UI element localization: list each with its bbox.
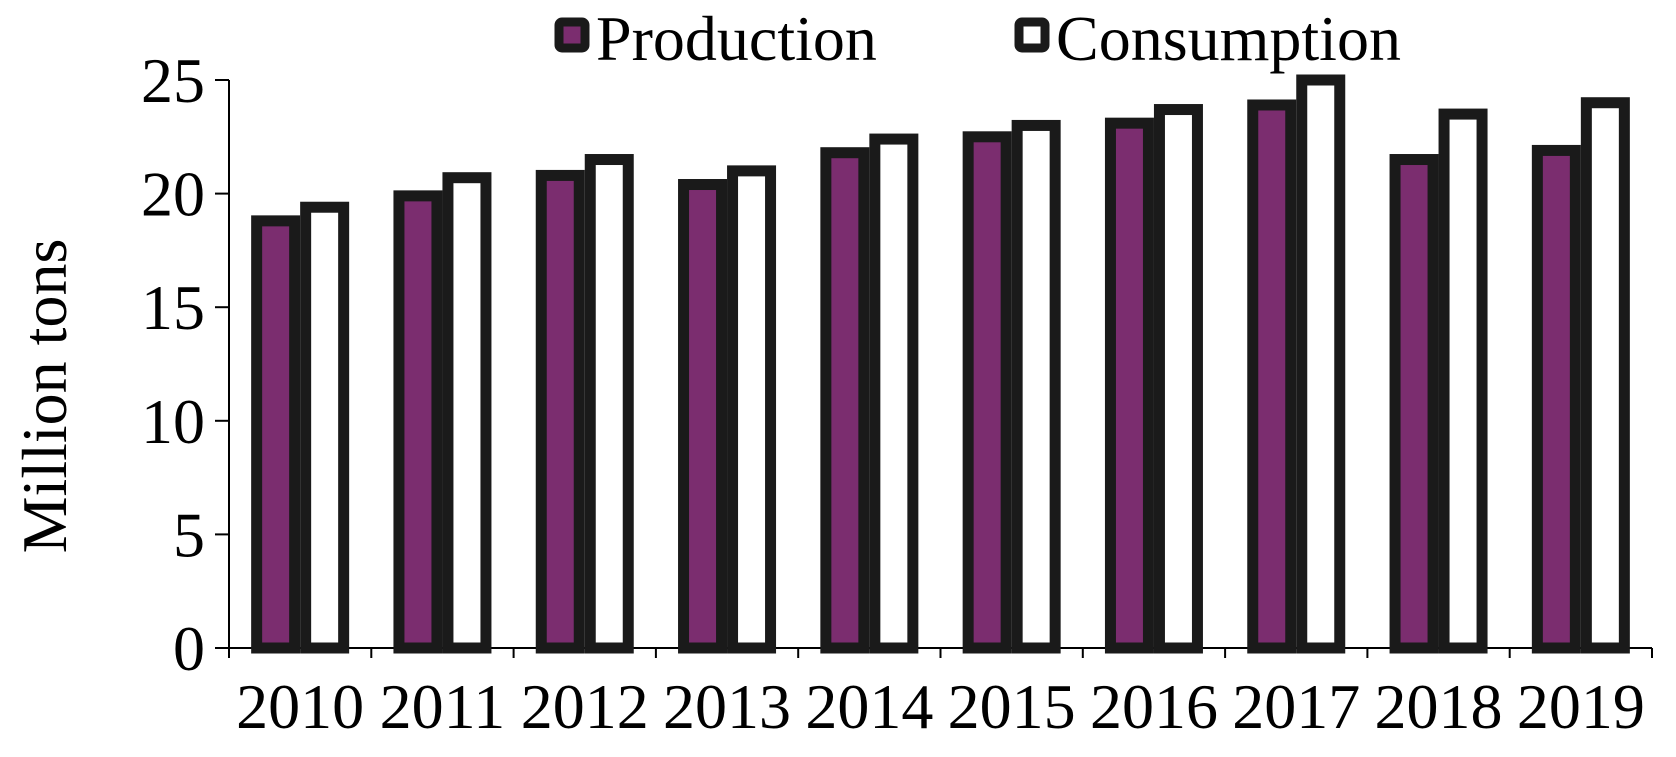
legend-swatch-production — [554, 17, 590, 53]
x-tick-label: 2017 — [1232, 671, 1360, 742]
bar-production-2017 — [1247, 99, 1297, 654]
legend: Production Consumption — [554, 3, 1401, 74]
bar-consumption-2012 — [584, 154, 634, 654]
y-tick-label: 0 — [173, 613, 205, 684]
y-axis-title: Million tons — [9, 239, 80, 554]
y-tick-label: 25 — [141, 45, 205, 116]
bar-consumption-2013 — [727, 165, 777, 654]
bar-production-2010 — [251, 215, 301, 654]
bar-consumption-2016 — [1153, 104, 1203, 654]
x-tick-label: 2018 — [1375, 671, 1503, 742]
bar-consumption-2010 — [300, 201, 350, 654]
bars — [251, 74, 1630, 654]
x-tick-label: 2013 — [663, 671, 791, 742]
y-tick-label: 5 — [173, 499, 205, 570]
bar-consumption-2011 — [442, 172, 492, 654]
y-axis-title-group: Million tons — [9, 239, 80, 554]
x-tick-label: 2019 — [1517, 671, 1645, 742]
x-tick-label: 2012 — [521, 671, 649, 742]
bar-consumption-2015 — [1011, 119, 1061, 654]
x-tick-label: 2016 — [1090, 671, 1218, 742]
bar-consumption-2019 — [1580, 97, 1630, 654]
x-tick-label: 2014 — [805, 671, 933, 742]
legend-label-production: Production — [596, 3, 877, 74]
bar-production-2019 — [1531, 144, 1581, 654]
bar-production-2015 — [962, 131, 1012, 654]
x-tick-label: 2011 — [380, 671, 506, 742]
bar-production-2012 — [535, 169, 585, 654]
bar-consumption-2017 — [1296, 74, 1346, 654]
x-tick-label: 2010 — [236, 671, 364, 742]
x-tick-label: 2015 — [948, 671, 1076, 742]
y-tick-label: 10 — [141, 386, 205, 457]
bar-consumption-2018 — [1438, 108, 1488, 654]
legend-swatch-consumption — [1014, 17, 1050, 53]
y-tick-label: 15 — [141, 272, 205, 343]
legend-label-consumption: Consumption — [1056, 3, 1401, 74]
bar-production-2013 — [678, 179, 728, 654]
bar-production-2011 — [393, 190, 443, 654]
bar-production-2018 — [1389, 154, 1439, 654]
y-tick-label: 20 — [141, 159, 205, 230]
bar-consumption-2014 — [869, 133, 919, 654]
bar-production-2016 — [1104, 117, 1154, 654]
bar-production-2014 — [820, 147, 870, 654]
